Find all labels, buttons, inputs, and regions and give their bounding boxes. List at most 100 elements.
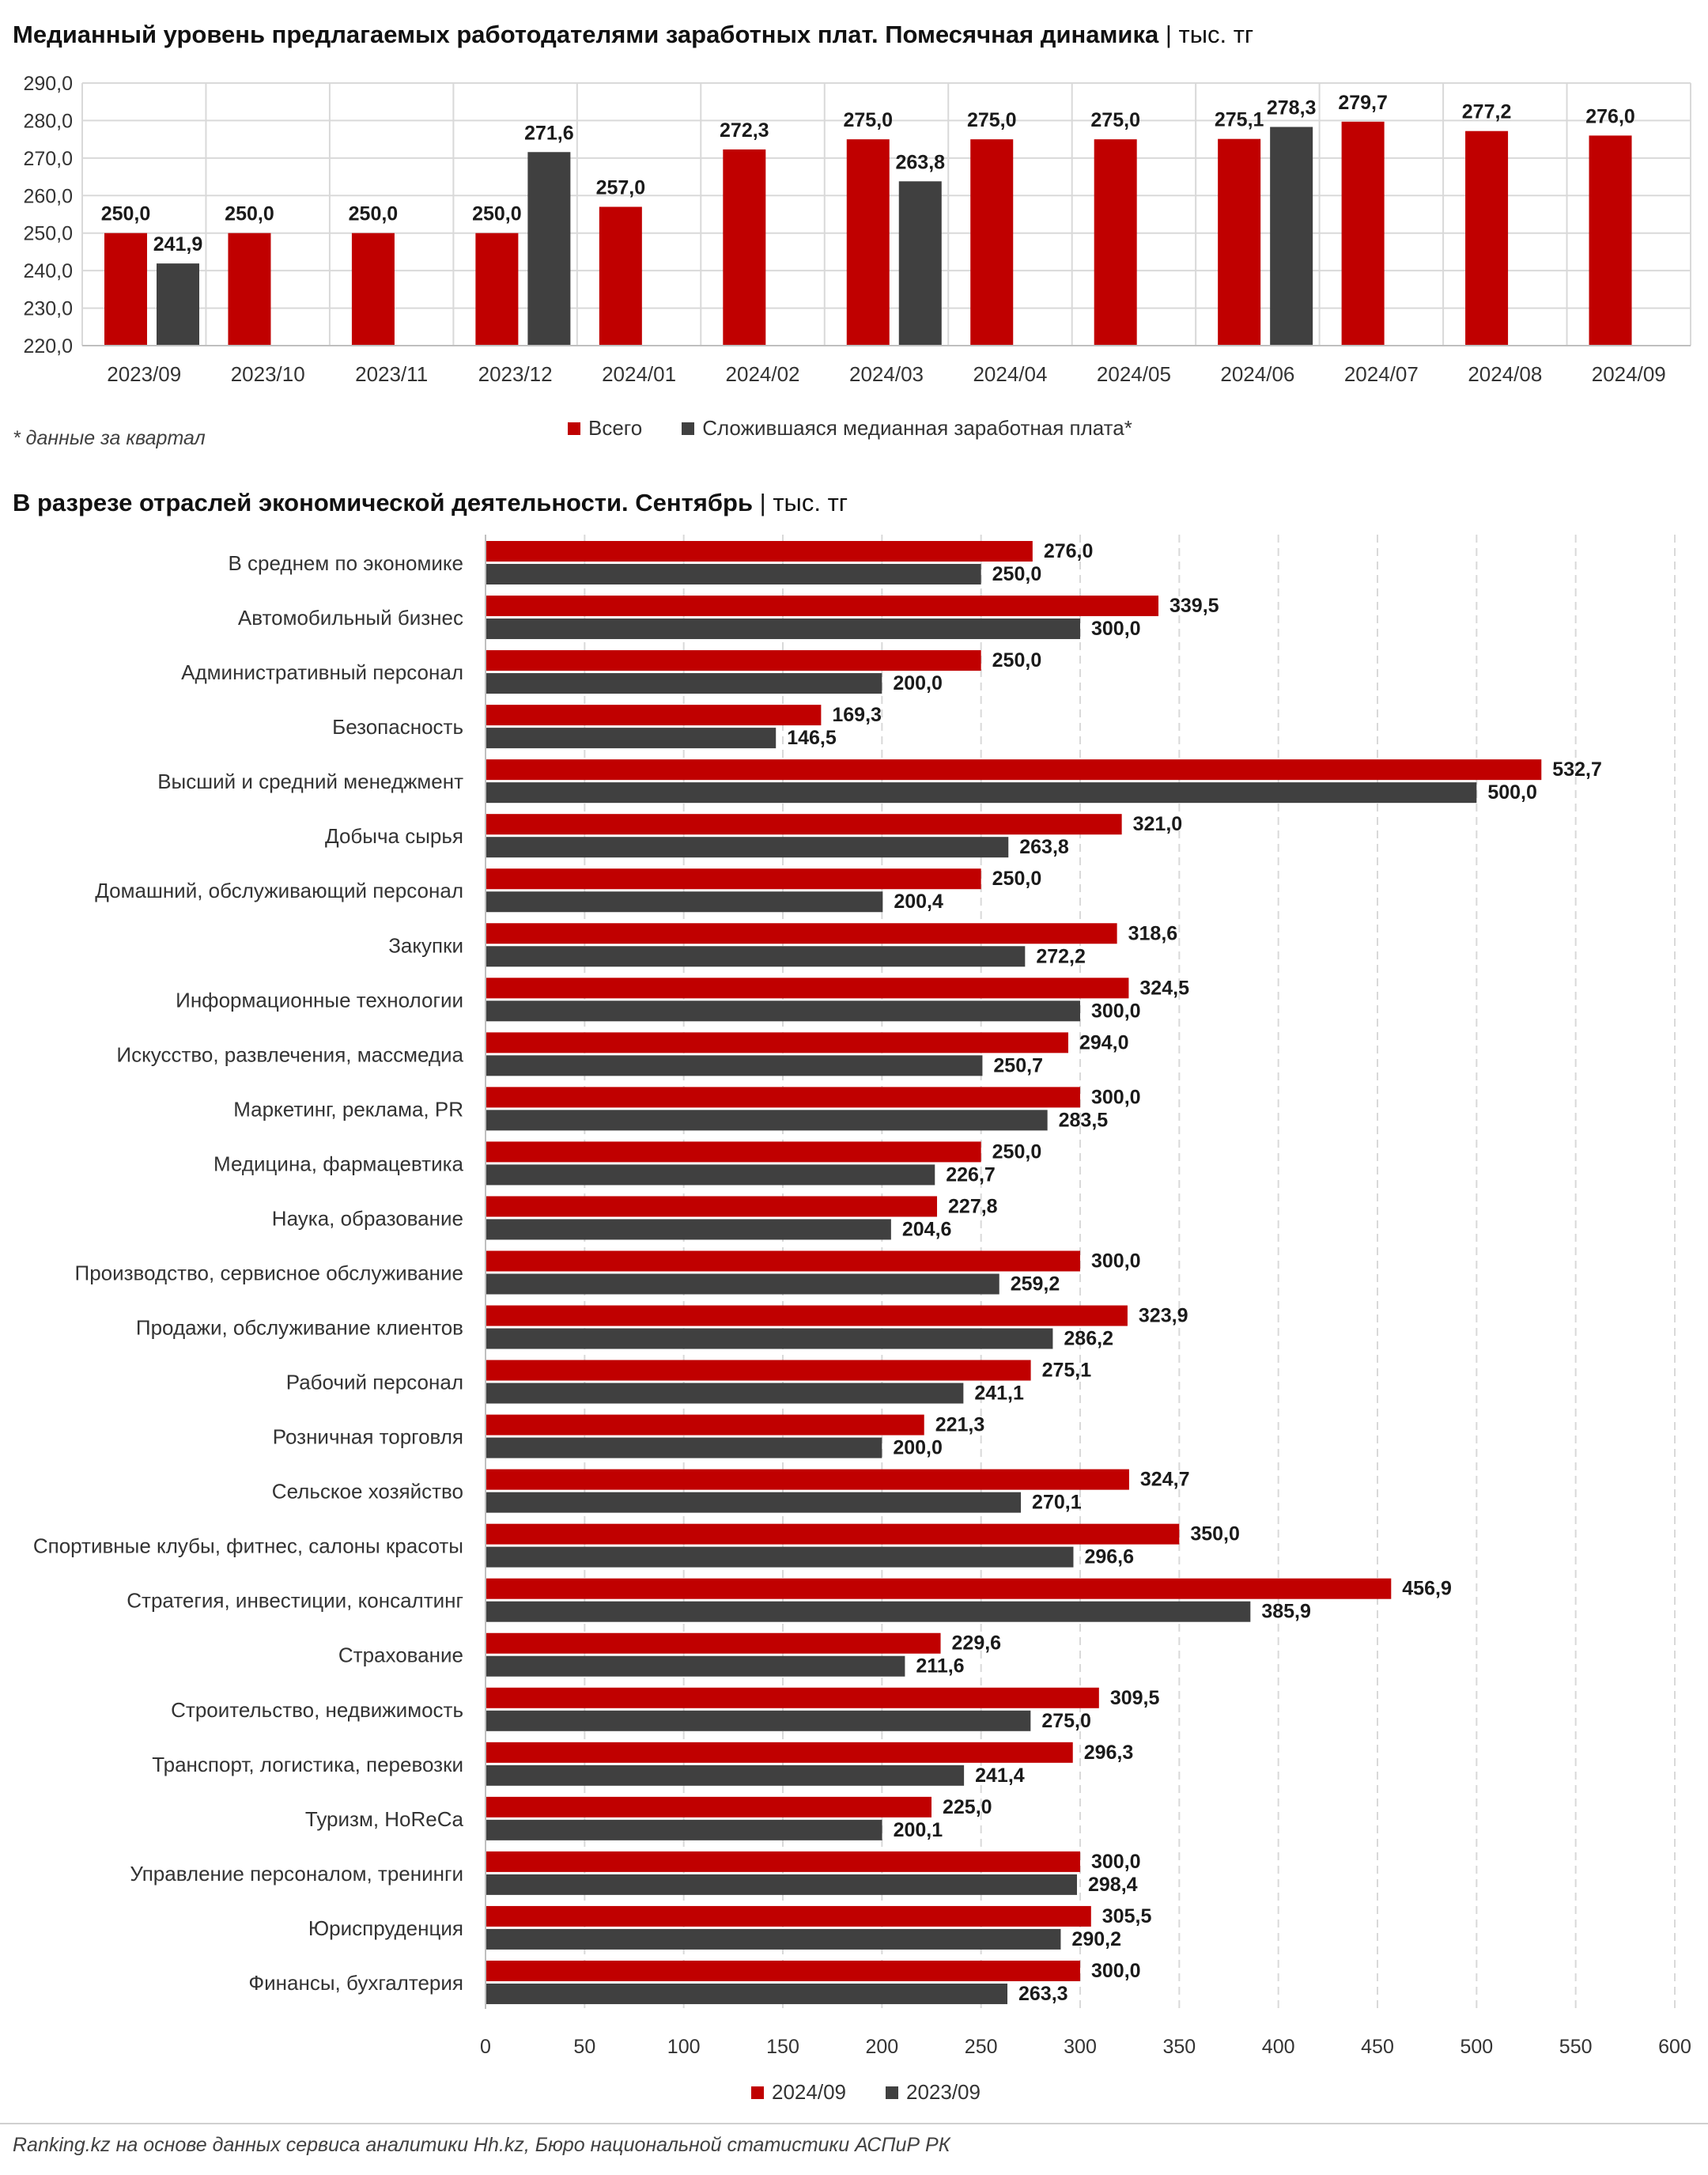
data-label-2024: 229,6 [952,1632,1002,1655]
bar-actual [527,152,571,346]
legend-label-2024: 2024/09 [772,2080,846,2104]
data-label-total: 277,2 [1462,101,1512,123]
bar-total [104,233,147,346]
x-tick-label: 2024/03 [849,362,924,386]
y-tick-label: 270,0 [23,148,73,170]
bar-2024 [486,1523,1180,1545]
x-tick-label: 2023/12 [478,362,553,386]
category-label: Рабочий персонал [286,1371,463,1394]
bar-2023 [486,1383,964,1404]
bar-2024 [486,1087,1080,1108]
data-label-2024: 296,3 [1084,1742,1134,1764]
bar-2023 [486,1273,999,1295]
data-label-2023: 286,2 [1064,1328,1113,1350]
data-label-actual: 271,6 [524,122,574,144]
data-label-2024: 456,9 [1402,1578,1452,1600]
x-tick-label: 350 [1162,2036,1196,2058]
data-label-2023: 200,4 [894,891,943,913]
x-tick-label: 450 [1361,2036,1394,2058]
x-tick-label: 550 [1559,2036,1593,2058]
data-label-2023: 211,6 [916,1655,964,1678]
bottom-chart-title: В разрезе отраслей экономической деятель… [13,489,848,517]
bar-2024 [486,1851,1080,1872]
category-label: Транспорт, логистика, перевозки [152,1753,463,1776]
data-label-2023: 270,1 [1032,1492,1082,1514]
data-label-2024: 532,7 [1552,758,1602,781]
data-label-2023: 296,6 [1084,1546,1134,1568]
data-label-2024: 225,0 [943,1796,992,1818]
category-label: Туризм, HoReCa [305,1807,464,1831]
category-label: Спортивные клубы, фитнес, салоны красоты [33,1534,463,1558]
legend-swatch-red [568,422,580,435]
bar-2023 [486,946,1026,967]
category-label: Финансы, бухгалтерия [248,1971,463,1995]
bar-2023 [486,1983,1008,2004]
source-note: Ranking.kz на основе данных сервиса анал… [13,2134,950,2156]
data-label-2023: 298,4 [1088,1874,1138,1896]
top-chart-unit: тыс. тг [1178,21,1254,48]
bar-2023 [486,1765,965,1786]
category-label: Маркетинг, реклама, PR [233,1097,463,1121]
x-tick-label: 500 [1460,2036,1493,2058]
data-label-total: 250,0 [225,203,274,225]
bar-2024 [486,1414,924,1436]
bar-2023 [486,1219,891,1240]
bar-total [1218,138,1261,346]
data-label-total: 275,1 [1215,109,1264,131]
data-label-2024: 324,5 [1139,977,1189,999]
y-tick-label: 220,0 [23,335,73,357]
bar-2023 [486,1928,1061,1950]
x-tick-label: 2023/11 [355,362,428,386]
data-label-2024: 294,0 [1079,1031,1129,1053]
category-label: Высший и средний менеджмент [157,770,463,793]
y-tick-label: 240,0 [23,260,73,282]
x-tick-label: 100 [667,2036,701,2058]
bar-total [1589,135,1632,346]
data-label-2024: 339,5 [1170,595,1219,617]
data-label-2024: 321,0 [1133,813,1183,835]
title-separator: | [759,489,766,516]
x-tick-label: 2024/01 [602,362,676,386]
data-label-2024: 300,0 [1091,1086,1141,1108]
category-label: Страхование [338,1644,463,1667]
x-tick-label: 0 [480,2036,491,2058]
x-tick-label: 300 [1064,2036,1097,2058]
legend-label-actual: Сложившаяся медианная заработная плата* [702,416,1132,440]
data-label-2023: 300,0 [1091,618,1141,640]
data-label-2023: 250,7 [993,1054,1043,1076]
data-label-2024: 227,8 [948,1195,998,1217]
category-label: Розничная торговля [273,1425,463,1449]
legend-swatch-red [751,2086,764,2099]
data-label-2024: 250,0 [992,868,1042,890]
y-tick-label: 250,0 [23,223,73,245]
category-label: Административный персонал [181,660,463,684]
legend-label-total: Всего [588,416,643,440]
data-label-2024: 276,0 [1044,540,1094,562]
bar-2024 [486,923,1117,944]
data-label-2024: 300,0 [1091,1960,1141,1982]
bar-2024 [486,1305,1128,1326]
bar-2024 [486,1196,938,1217]
legend-item-actual: Сложившаяся медианная заработная плата* [682,416,1132,441]
data-label-2024: 221,3 [935,1414,985,1436]
x-tick-label: 2023/09 [107,362,181,386]
bar-2024 [486,1905,1091,1927]
bar-total [1094,139,1137,346]
category-label: Закупки [388,933,463,957]
bar-total [599,206,642,346]
bar-2024 [486,814,1122,835]
data-label-2023: 226,7 [946,1163,996,1186]
data-label-total: 275,0 [1090,109,1140,131]
bar-2023 [486,1601,1251,1622]
bottom-chart-legend: 2024/09 2023/09 [751,2080,1020,2105]
x-tick-label: 2024/08 [1468,362,1542,386]
bar-actual [157,263,199,346]
category-label: Искусство, развлечения, массмедиа [116,1042,463,1066]
data-label-total: 250,0 [101,203,151,225]
y-tick-label: 260,0 [23,185,73,207]
quarter-footnote: * данные за квартал [13,427,206,449]
data-label-total: 275,0 [843,109,893,131]
data-label-2023: 385,9 [1261,1601,1311,1623]
data-label-2024: 250,0 [992,649,1042,671]
bar-total [970,139,1014,346]
